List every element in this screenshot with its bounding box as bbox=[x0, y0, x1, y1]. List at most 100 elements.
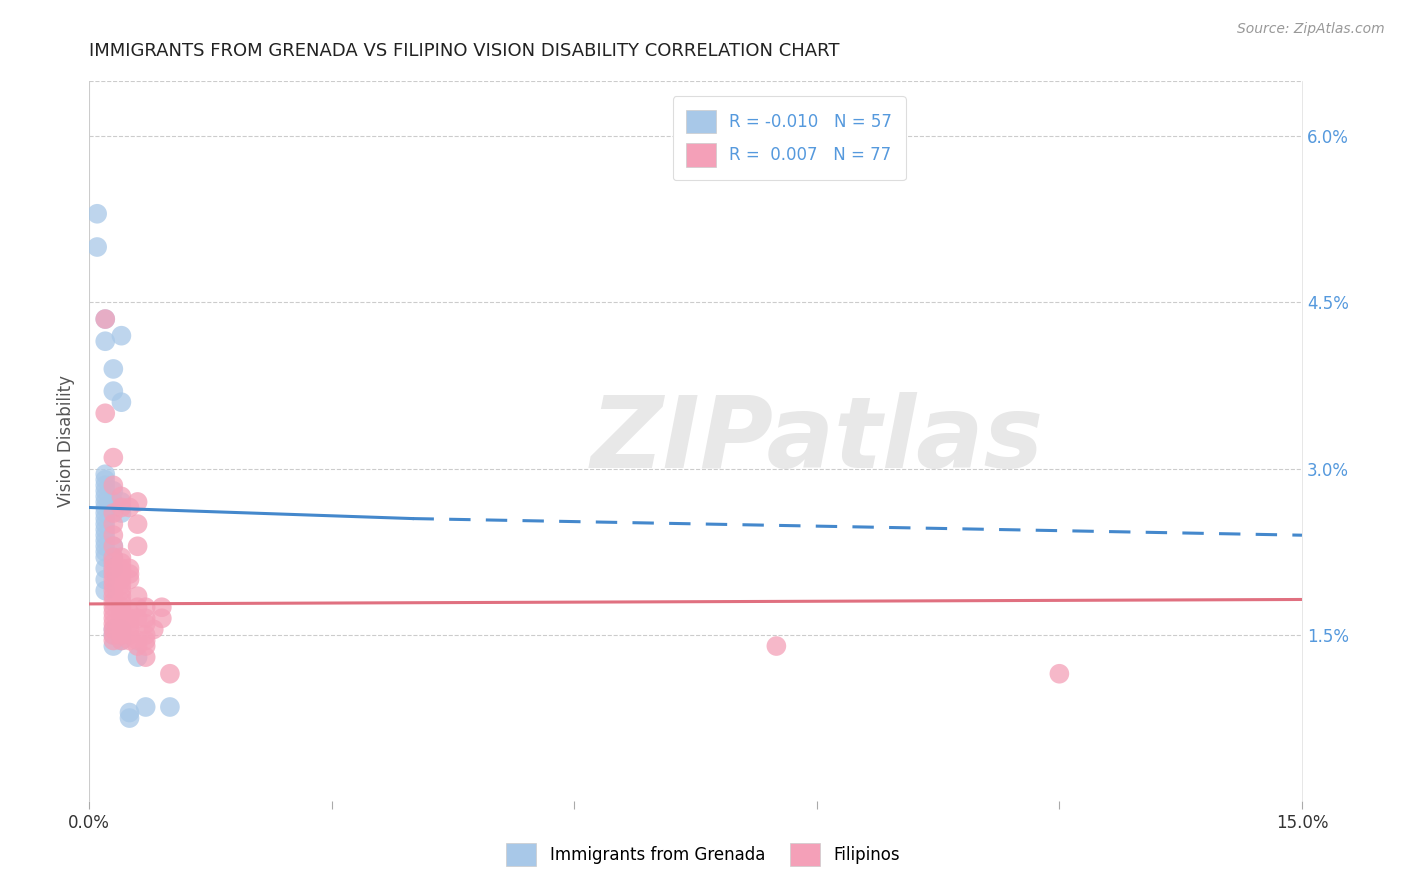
Point bbox=[103, 600, 125, 615]
Point bbox=[94, 312, 117, 326]
Point bbox=[118, 711, 141, 725]
Point bbox=[118, 573, 141, 587]
Point bbox=[135, 600, 157, 615]
Point bbox=[110, 566, 132, 581]
Point bbox=[103, 384, 125, 398]
Point bbox=[94, 500, 117, 515]
Point bbox=[94, 334, 117, 349]
Point bbox=[103, 616, 125, 631]
Point bbox=[94, 528, 117, 542]
Point bbox=[118, 616, 141, 631]
Point bbox=[94, 478, 117, 492]
Point bbox=[110, 589, 132, 603]
Point bbox=[765, 639, 787, 653]
Point bbox=[103, 495, 125, 509]
Text: ZIPatlas: ZIPatlas bbox=[591, 392, 1043, 490]
Point bbox=[110, 583, 132, 598]
Point bbox=[127, 611, 149, 625]
Point bbox=[127, 517, 149, 532]
Point bbox=[118, 611, 141, 625]
Point bbox=[118, 561, 141, 575]
Point bbox=[94, 511, 117, 525]
Point bbox=[86, 207, 108, 221]
Point bbox=[110, 578, 132, 592]
Point bbox=[110, 623, 132, 637]
Point bbox=[110, 628, 132, 642]
Point bbox=[103, 478, 125, 492]
Y-axis label: Vision Disability: Vision Disability bbox=[58, 375, 75, 507]
Point bbox=[86, 240, 108, 254]
Point bbox=[159, 666, 181, 681]
Point bbox=[94, 490, 117, 504]
Point bbox=[94, 550, 117, 565]
Point bbox=[103, 606, 125, 620]
Point bbox=[103, 528, 125, 542]
Point bbox=[110, 611, 132, 625]
Point bbox=[127, 639, 149, 653]
Point bbox=[103, 517, 125, 532]
Point bbox=[103, 633, 125, 648]
Point bbox=[103, 573, 125, 587]
Point bbox=[94, 539, 117, 553]
Point bbox=[110, 595, 132, 609]
Point bbox=[103, 628, 125, 642]
Point bbox=[135, 650, 157, 665]
Point bbox=[110, 606, 132, 620]
Point bbox=[103, 483, 125, 498]
Point bbox=[94, 561, 117, 575]
Point bbox=[103, 561, 125, 575]
Text: Source: ZipAtlas.com: Source: ZipAtlas.com bbox=[1237, 22, 1385, 37]
Point bbox=[94, 533, 117, 548]
Point bbox=[94, 495, 117, 509]
Point bbox=[110, 573, 132, 587]
Legend: Immigrants from Grenada, Filipinos: Immigrants from Grenada, Filipinos bbox=[498, 835, 908, 875]
Point bbox=[110, 561, 132, 575]
Point bbox=[103, 639, 125, 653]
Point bbox=[94, 406, 117, 420]
Point bbox=[103, 611, 125, 625]
Point bbox=[103, 595, 125, 609]
Point bbox=[103, 450, 125, 465]
Point bbox=[94, 517, 117, 532]
Point bbox=[135, 611, 157, 625]
Point bbox=[103, 550, 125, 565]
Point bbox=[150, 611, 173, 625]
Point bbox=[118, 628, 141, 642]
Point bbox=[127, 495, 149, 509]
Point bbox=[94, 545, 117, 559]
Point bbox=[103, 623, 125, 637]
Point bbox=[135, 628, 157, 642]
Point bbox=[1047, 666, 1070, 681]
Point bbox=[118, 566, 141, 581]
Point bbox=[118, 706, 141, 720]
Legend: R = -0.010   N = 57, R =  0.007   N = 77: R = -0.010 N = 57, R = 0.007 N = 77 bbox=[672, 96, 905, 180]
Point bbox=[110, 556, 132, 570]
Point bbox=[110, 395, 132, 409]
Point bbox=[103, 561, 125, 575]
Point bbox=[135, 639, 157, 653]
Point bbox=[159, 700, 181, 714]
Point bbox=[110, 500, 132, 515]
Point bbox=[94, 483, 117, 498]
Point bbox=[127, 589, 149, 603]
Point bbox=[127, 633, 149, 648]
Point bbox=[94, 583, 117, 598]
Point bbox=[94, 312, 117, 326]
Point bbox=[135, 633, 157, 648]
Point bbox=[110, 628, 132, 642]
Point bbox=[94, 523, 117, 537]
Point bbox=[110, 600, 132, 615]
Point bbox=[103, 362, 125, 376]
Point bbox=[103, 539, 125, 553]
Point bbox=[94, 467, 117, 482]
Point bbox=[127, 539, 149, 553]
Point bbox=[94, 473, 117, 487]
Point bbox=[103, 583, 125, 598]
Point bbox=[110, 495, 132, 509]
Point bbox=[110, 550, 132, 565]
Point bbox=[103, 556, 125, 570]
Point bbox=[103, 506, 125, 520]
Point bbox=[110, 506, 132, 520]
Point bbox=[103, 566, 125, 581]
Point bbox=[127, 600, 149, 615]
